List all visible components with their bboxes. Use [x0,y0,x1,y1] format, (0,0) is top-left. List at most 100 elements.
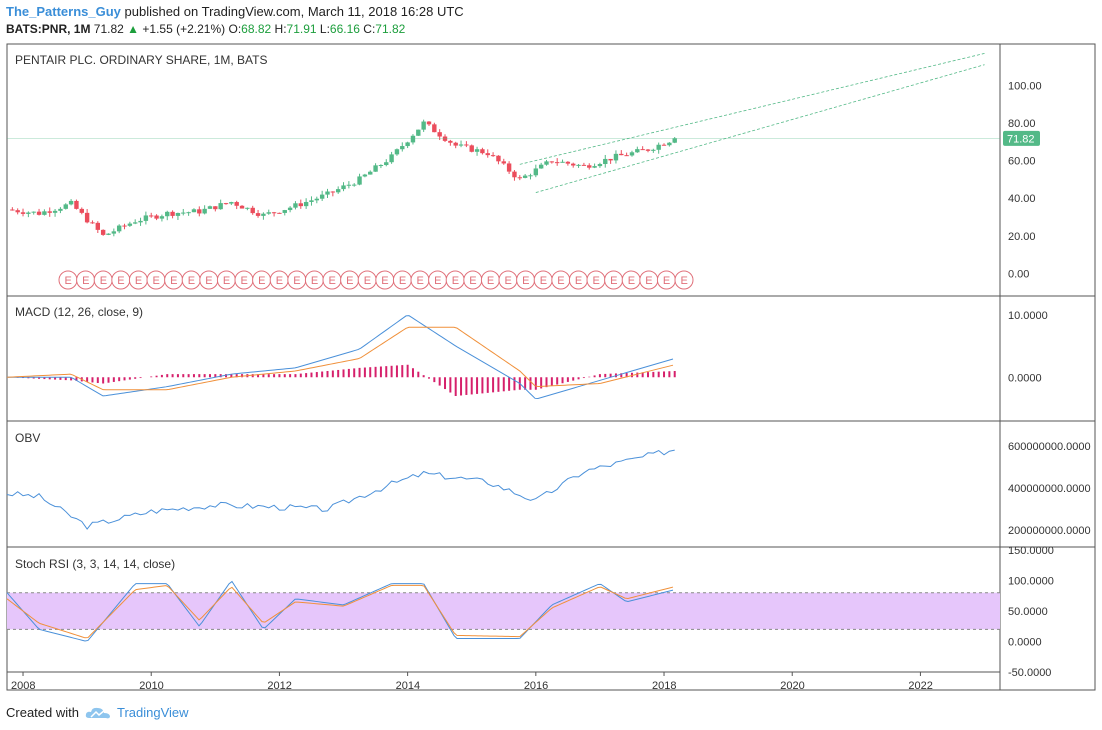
author-link[interactable]: The_Patterns_Guy [6,4,121,19]
earnings-marker-label: E [628,275,635,287]
candle-body [266,212,271,214]
candle-body [629,152,635,156]
earnings-marker-label: E [434,275,441,287]
obv-axis-tick: 200000000.0000 [1008,525,1091,537]
candle-body [656,144,661,150]
candle-body [512,171,517,178]
price-axis-tick: 80.00 [1008,118,1036,130]
last-price: 71.82 [93,22,124,36]
earnings-marker-label: E [381,275,388,287]
candle-body [389,154,394,163]
stoch-layer [6,580,674,642]
candle-body [608,158,613,161]
earnings-marker-label: E [205,275,212,287]
time-axis-tick: 2008 [11,680,35,692]
time-axis-tick: 2022 [908,680,932,692]
candle-body [106,233,111,235]
stoch-d-line [6,584,674,639]
earnings-marker-label: E [645,275,652,287]
candle-body [202,208,207,214]
trendline [535,64,985,193]
earnings-marker-label: E [188,275,195,287]
candle-body [47,211,52,213]
signal-line [6,326,674,391]
low-value: 66.16 [329,22,360,36]
stoch-axis-tick: 50.0000 [1008,606,1048,618]
last-price-badge-text: 71.82 [1007,133,1035,145]
candle-body [373,165,378,172]
earnings-marker-label: E [135,275,142,287]
axes-layer: 100.00 80.00 60.00 40.00 20.00 0.00 10.0000 0.0… [11,80,1091,692]
candle-body [287,207,293,211]
candle-body [245,207,250,209]
candle-body [84,212,90,223]
candle-body [213,206,218,210]
earnings-marker-label: E [417,275,424,287]
candle-body [474,149,480,152]
obv-pane-title: OBV [15,431,41,445]
candle-body [175,212,181,216]
candle-body [597,164,603,167]
earnings-marker-label: E [663,275,670,287]
ohlc-header: BATS:PNR, 1M 71.82 ▲ +1.55 (+2.21%) O:68… [6,22,405,36]
time-axis-tick: 2016 [524,680,548,692]
candle-body [282,210,287,213]
candle-body [63,204,68,209]
high-value: 71.91 [286,22,317,36]
obv-axis-tick: 400000000.0000 [1008,483,1091,495]
earnings-marker-label: E [681,275,688,287]
obv-line [6,449,675,530]
candle-body [330,191,336,193]
earnings-marker-label: E [65,275,72,287]
price-axis-tick: 40.00 [1008,193,1036,205]
earnings-marker-label: E [170,275,177,287]
earnings-marker-label: E [540,275,547,287]
candle-body [464,144,469,146]
candle-body [346,184,352,186]
earnings-marker-label: E [293,275,300,287]
tradingview-link[interactable]: TradingView [116,705,189,720]
candle-body [234,202,239,206]
candle-body [560,161,565,163]
candle-body [143,215,149,221]
price-axis-tick: 60.00 [1008,156,1036,168]
candle-body [485,153,490,156]
candle-body [421,121,426,130]
candle-body [565,161,571,164]
candle-body [613,153,619,161]
candle-body [517,177,522,179]
candle-body [571,163,576,166]
earnings-marker-label: E [346,275,353,287]
trendline [519,53,985,165]
time-axis-tick: 2010 [139,680,163,692]
candle-body [362,174,368,177]
stoch-axis-tick: 100.0000 [1008,576,1054,588]
candle-body [432,124,437,133]
earnings-marker-label: E [329,275,336,287]
candle-body [261,213,266,216]
chart-frame [6,43,1096,691]
candle-body [303,201,309,207]
earnings-marker-label: E [557,275,564,287]
candle-body [554,162,560,164]
candle-body [122,225,127,227]
candle-body [314,198,320,201]
earnings-marker-label: E [241,275,248,287]
earnings-marker-label: E [487,275,494,287]
candle-body [277,212,282,214]
candle-body [191,209,197,213]
candle-body [138,220,143,223]
stoch-pane-title: Stoch RSI (3, 3, 14, 14, close) [15,557,176,571]
macd-axis-tick: 0.0000 [1008,372,1042,384]
candle-body [154,215,159,219]
stoch-axis-tick: 150.0000 [1008,545,1054,557]
close-label: C: [363,22,376,36]
candle-body [384,162,389,166]
candle-body [506,163,512,172]
candle-body [255,213,261,216]
candle-body [581,164,587,166]
candle-body [587,165,592,168]
earnings-marker-label: E [505,275,512,287]
time-axis-tick: 2020 [780,680,804,692]
